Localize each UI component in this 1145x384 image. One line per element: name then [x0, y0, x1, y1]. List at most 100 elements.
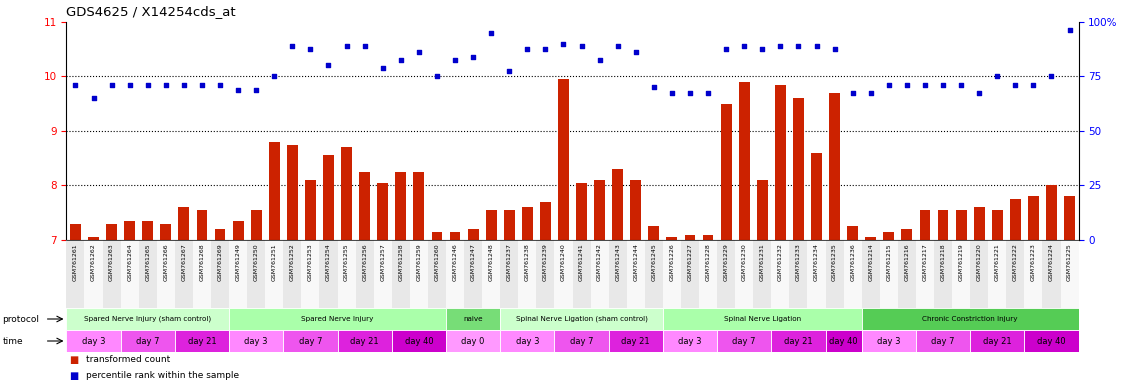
Bar	[645, 240, 663, 308]
Text: GSM761260: GSM761260	[434, 243, 440, 281]
Bar	[717, 240, 735, 308]
Bar	[450, 232, 460, 240]
Bar	[445, 330, 500, 352]
Bar	[485, 210, 497, 240]
Point	[464, 54, 482, 60]
Bar	[1006, 240, 1025, 308]
Text: GSM761222: GSM761222	[1013, 243, 1018, 281]
Point	[85, 95, 103, 101]
Bar	[266, 240, 283, 308]
Text: GSM761224: GSM761224	[1049, 243, 1055, 281]
Point	[916, 81, 934, 88]
Bar	[807, 240, 826, 308]
Bar	[413, 172, 425, 240]
Bar	[283, 330, 338, 352]
Bar	[576, 183, 587, 240]
Bar	[1064, 196, 1075, 240]
Text: GSM761239: GSM761239	[543, 243, 548, 281]
Text: GSM761256: GSM761256	[362, 243, 368, 281]
Bar	[522, 207, 532, 240]
Point	[772, 43, 790, 50]
Text: day 7: day 7	[570, 336, 593, 346]
Bar	[919, 210, 931, 240]
Bar	[464, 240, 482, 308]
Bar	[467, 229, 479, 240]
Point	[283, 43, 301, 50]
Bar	[951, 240, 970, 308]
Bar	[338, 330, 392, 352]
Bar	[179, 207, 189, 240]
Text: GSM761259: GSM761259	[417, 243, 421, 281]
Bar	[717, 330, 772, 352]
Bar	[626, 240, 645, 308]
Bar	[594, 180, 605, 240]
Bar	[305, 180, 316, 240]
Bar	[519, 240, 536, 308]
Bar	[970, 330, 1025, 352]
Text: day 7: day 7	[136, 336, 159, 346]
Point	[355, 43, 373, 50]
Bar	[66, 308, 229, 330]
Bar	[229, 308, 445, 330]
Text: GSM761252: GSM761252	[290, 243, 295, 281]
Bar	[504, 210, 514, 240]
Text: day 40: day 40	[1037, 336, 1066, 346]
Bar	[793, 98, 804, 240]
Point	[988, 73, 1006, 79]
Bar	[192, 240, 211, 308]
Text: GSM761261: GSM761261	[73, 243, 78, 281]
Text: GSM761269: GSM761269	[218, 243, 222, 281]
Point	[898, 81, 916, 88]
Text: GSM761221: GSM761221	[995, 243, 1000, 281]
Bar	[301, 240, 319, 308]
Bar	[901, 229, 913, 240]
Point	[229, 87, 247, 93]
Bar	[120, 240, 139, 308]
Bar	[373, 240, 392, 308]
Bar	[395, 172, 406, 240]
Text: transformed count: transformed count	[86, 356, 171, 364]
Text: GSM761238: GSM761238	[524, 243, 530, 281]
Bar	[698, 240, 717, 308]
Bar	[70, 223, 81, 240]
Bar	[934, 240, 951, 308]
Point	[1042, 73, 1060, 79]
Bar	[1060, 240, 1079, 308]
Point	[482, 30, 500, 36]
Bar	[916, 330, 970, 352]
Point	[735, 43, 753, 50]
Bar	[500, 240, 519, 308]
Bar	[591, 240, 609, 308]
Bar	[898, 240, 916, 308]
Bar	[360, 172, 370, 240]
Bar	[445, 308, 500, 330]
Bar	[988, 240, 1006, 308]
Bar	[229, 330, 283, 352]
Point	[157, 81, 175, 88]
Bar	[735, 240, 753, 308]
Bar	[1010, 199, 1020, 240]
Point	[591, 57, 609, 63]
Text: GSM761220: GSM761220	[977, 243, 981, 281]
Bar	[66, 240, 85, 308]
Bar	[1028, 196, 1039, 240]
Text: day 3: day 3	[877, 336, 901, 346]
Point	[519, 46, 537, 52]
Bar	[287, 144, 298, 240]
Bar	[232, 221, 244, 240]
Point	[826, 46, 844, 52]
Text: GSM761232: GSM761232	[777, 243, 783, 281]
Point	[392, 57, 410, 63]
Text: GSM761223: GSM761223	[1030, 243, 1036, 281]
Text: naive: naive	[464, 316, 483, 322]
Bar	[500, 330, 554, 352]
Point	[66, 81, 85, 88]
Bar	[1025, 240, 1042, 308]
Text: GSM761240: GSM761240	[561, 243, 566, 281]
Text: GSM761254: GSM761254	[326, 243, 331, 281]
Bar	[1047, 185, 1057, 240]
Text: GSM761237: GSM761237	[507, 243, 512, 281]
Text: day 3: day 3	[244, 336, 268, 346]
Point	[319, 63, 338, 69]
Point	[1006, 81, 1025, 88]
